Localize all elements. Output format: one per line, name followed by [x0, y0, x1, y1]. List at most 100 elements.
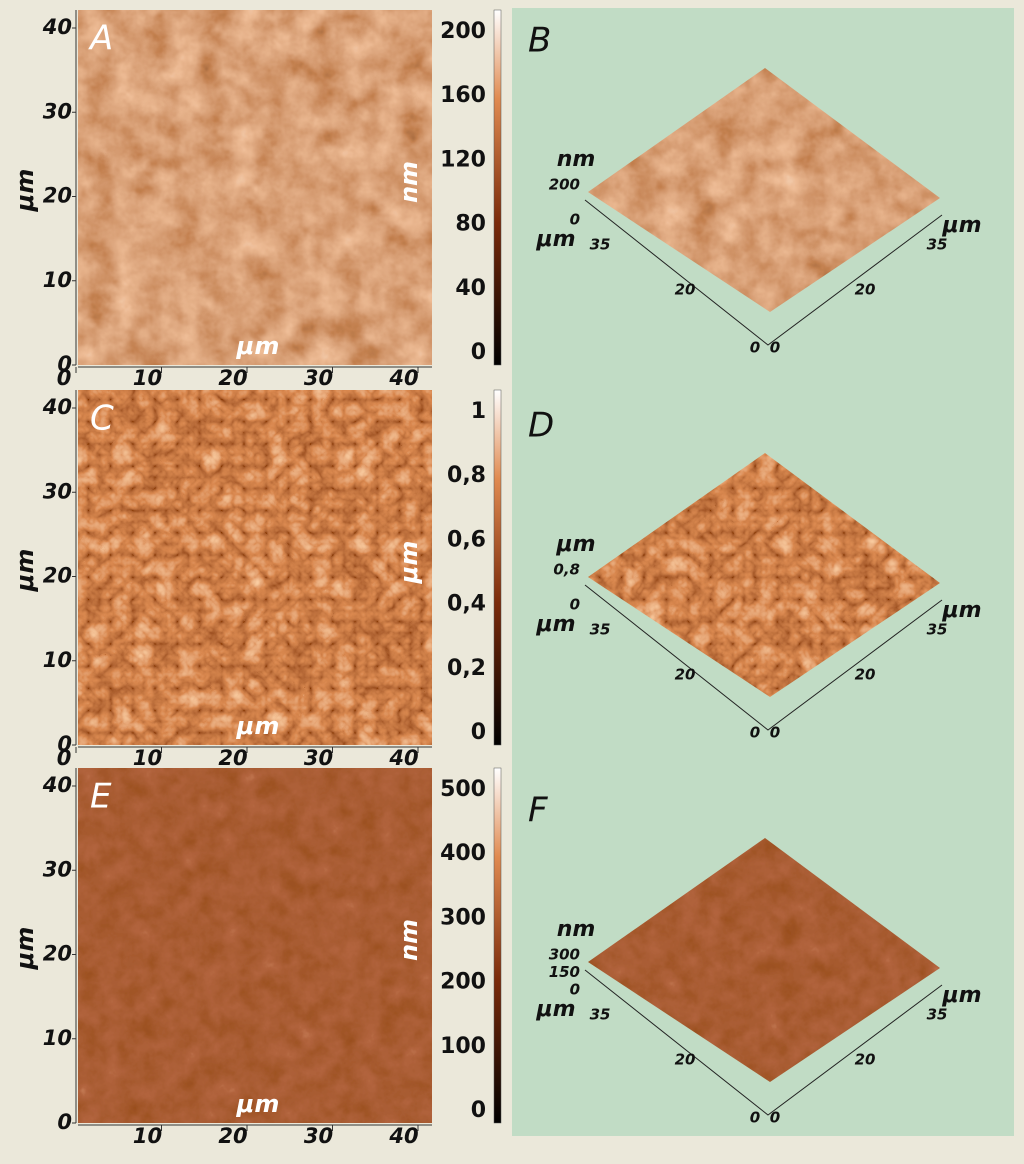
colorbar-tick-label: 0	[471, 340, 486, 365]
x-tick-label: 0	[57, 746, 72, 770]
y-tick-label: 20	[43, 564, 72, 588]
left-tick-label: 35	[590, 1006, 611, 1024]
y-axis-label: μm	[11, 169, 39, 213]
surface-3d	[588, 838, 940, 1082]
x-tick-label: 30	[304, 1124, 333, 1148]
right-tick-label: 0	[770, 339, 780, 357]
y-tick-label: 0	[57, 732, 72, 756]
y-tick-label: 10	[43, 648, 72, 672]
colorbar-tick-label: 1	[471, 399, 486, 424]
colorbar-label: μm	[395, 541, 423, 585]
z-axis-label: nm	[557, 147, 596, 172]
x-tick-label: 20	[218, 366, 247, 390]
x-tick-label: 20	[218, 746, 247, 770]
x-tick-label: 30	[304, 366, 333, 390]
right-axis-label: μm	[941, 983, 981, 1008]
z-tick-label: 150	[549, 963, 580, 981]
x-axis-label: μm	[236, 1090, 280, 1118]
y-axis-label: μm	[11, 927, 39, 971]
left-tick-label: 20	[675, 281, 696, 299]
colorbar-tick-label: 0,4	[447, 592, 486, 617]
colorbar-tick-label: 0	[471, 1098, 486, 1123]
right-tick-label: 35	[927, 621, 948, 639]
afm-image	[78, 390, 432, 745]
colorbar-tick-label: 0,8	[447, 463, 486, 488]
z-tick-label: 0	[570, 211, 580, 229]
colorbar-tick-label: 100	[440, 1034, 486, 1059]
y-tick-label: 40	[42, 395, 72, 419]
y-tick-label: 40	[42, 15, 72, 39]
colorbar-tick-label: 500	[440, 777, 486, 802]
colorbar-tick-label: 0,6	[447, 527, 486, 552]
colorbar-tick-label: 120	[440, 147, 486, 172]
x-tick-label: 40	[388, 366, 418, 390]
y-tick-label: 20	[43, 184, 72, 208]
surface-3d	[588, 68, 940, 312]
x-tick-label: 10	[133, 746, 162, 770]
colorbar	[493, 767, 502, 1124]
left-tick-label: 35	[590, 621, 611, 639]
y-tick-label: 20	[43, 942, 72, 966]
z-tick-label: 0	[570, 981, 580, 999]
colorbar-label: nm	[395, 919, 423, 961]
surface-axes	[584, 969, 943, 1116]
right-tick-label: 20	[855, 1051, 876, 1069]
left-axis-label: μm	[535, 612, 575, 637]
afm-image	[78, 768, 432, 1123]
y-tick-label: 30	[43, 857, 72, 881]
right-axis-label: μm	[941, 598, 981, 623]
y-tick-label: 10	[43, 1026, 72, 1050]
x-tick-label: 20	[218, 1124, 247, 1148]
x-tick-label: 40	[388, 746, 418, 770]
right-tick-label: 0	[770, 724, 780, 742]
panel-label: F	[528, 791, 548, 831]
y-tick-label: 0	[57, 352, 72, 376]
panel-label: D	[528, 406, 554, 446]
left-tick-label: 35	[590, 236, 611, 254]
y-tick-label: 0	[57, 1110, 72, 1134]
colorbar-tick-label: 300	[440, 905, 486, 930]
colorbar-label: nm	[395, 161, 423, 203]
right-tick-label: 20	[855, 666, 876, 684]
z-tick-label: 0,8	[553, 561, 580, 579]
left-axis-label: μm	[535, 997, 575, 1022]
x-tick-label: 30	[304, 746, 333, 770]
left-tick-label: 20	[675, 1051, 696, 1069]
x-tick-label: 40	[388, 1124, 418, 1148]
right-tick-label: 20	[855, 281, 876, 299]
colorbar-tick-label: 80	[455, 212, 486, 237]
left-tick-label: 20	[675, 666, 696, 684]
y-axis-label: μm	[11, 549, 39, 593]
colorbar-tick-label: 0,2	[447, 656, 486, 681]
surface-axes	[584, 584, 943, 731]
x-axis-label: μm	[236, 332, 280, 360]
x-axis-label: μm	[236, 712, 280, 740]
colorbar	[493, 9, 502, 366]
colorbar-tick-label: 200	[440, 970, 486, 995]
colorbar	[493, 389, 502, 746]
right-tick-label: 0	[770, 1109, 780, 1127]
left-axis-label: μm	[535, 227, 575, 252]
panel-label: C	[90, 399, 114, 439]
z-axis-label: μm	[555, 532, 595, 557]
z-tick-label: 200	[549, 176, 580, 194]
z-tick-label: 300	[549, 946, 580, 964]
right-axis-label: μm	[941, 213, 981, 238]
surface-axes	[584, 199, 943, 346]
right-tick-label: 35	[927, 236, 948, 254]
afm-image	[78, 10, 432, 365]
z-axis-label: nm	[557, 917, 596, 942]
x-tick-label: 10	[133, 366, 162, 390]
left-tick-label: 0	[750, 339, 760, 357]
right-tick-label: 35	[927, 1006, 948, 1024]
x-tick-label: 10	[133, 1124, 162, 1148]
y-tick-label: 30	[43, 99, 72, 123]
panel-label: B	[528, 21, 551, 61]
surface-3d	[588, 453, 940, 697]
y-tick-label: 10	[43, 268, 72, 292]
panel-label: A	[88, 19, 113, 59]
y-tick-label: 30	[43, 479, 72, 503]
colorbar-tick-label: 200	[440, 19, 486, 44]
colorbar-tick-label: 0	[471, 720, 486, 745]
